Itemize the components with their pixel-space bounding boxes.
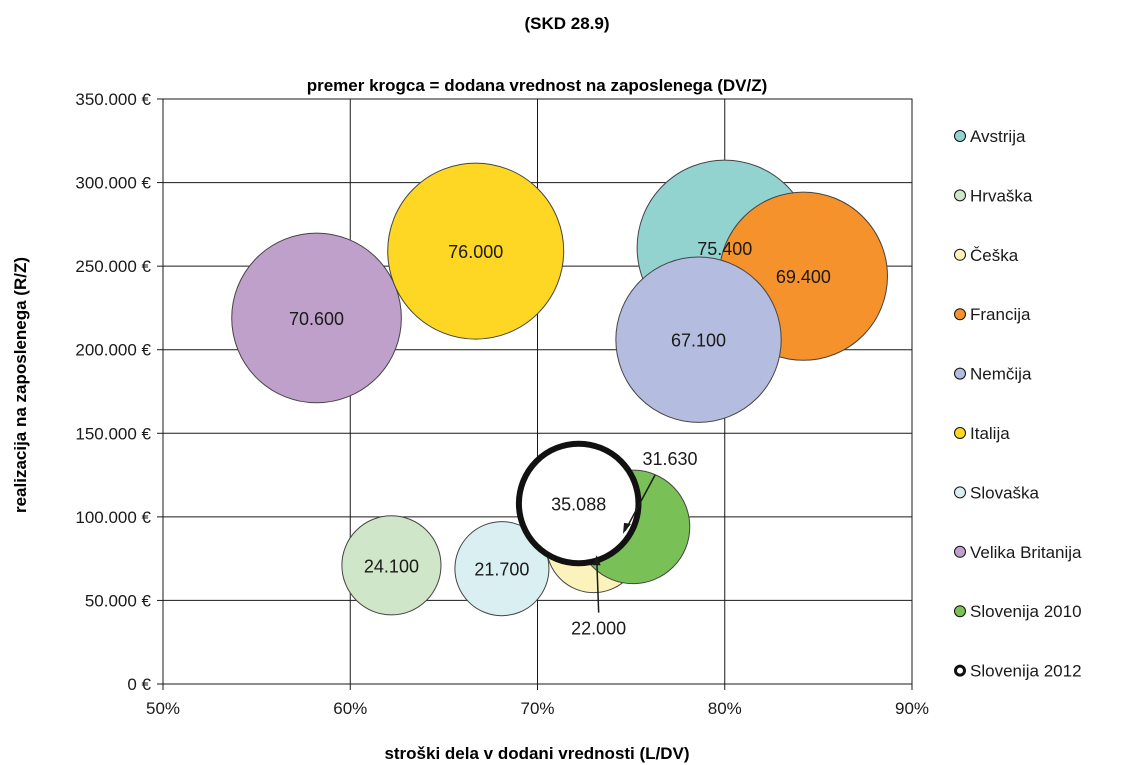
legend-marker <box>954 367 966 380</box>
legend-item-velika-britanija: Velika Britanija <box>954 543 1082 562</box>
legend-marker <box>954 545 966 558</box>
label-pointer-arrow <box>592 555 601 566</box>
y-tick-label: 100.000 € <box>75 508 151 527</box>
x-axis-label: stroški dela v dodani vrednosti (L/DV) <box>384 744 689 763</box>
bubble-slovaska <box>454 521 550 617</box>
legend-item-avstrija: Avstrija <box>954 127 1026 146</box>
bubble-italija <box>387 162 565 340</box>
label-pointer <box>624 474 656 532</box>
legend-label: Avstrija <box>970 127 1026 146</box>
data-label-italija: 76.000 <box>448 242 503 262</box>
bubbles <box>231 159 888 617</box>
data-label-ceska: 22.000 <box>571 619 626 639</box>
bubble-hrvaska <box>341 515 442 616</box>
bubble-slovenija-2012 <box>515 440 642 567</box>
legend-marker <box>954 248 966 261</box>
bubble-nemcija <box>615 256 782 423</box>
y-tick-label: 300.000 € <box>75 174 151 193</box>
legend-label: Hrvaška <box>970 186 1033 205</box>
legend-item-hrvaska: Hrvaška <box>954 186 1033 205</box>
x-tick-label: 50% <box>146 699 180 718</box>
legend-item-nemcija: Nemčija <box>954 365 1032 384</box>
y-axis-label: realizacija na zaposlenega (R/Z) <box>11 257 30 513</box>
legend-label: Slovenija 2012 <box>970 662 1082 681</box>
x-tick-label: 60% <box>333 699 367 718</box>
axis-ticks: 50% 60% 70% 80% 90% 0 € 50.000 € 100.000 € 150.0… <box>75 90 929 718</box>
legend-item-slovenija-2012: Slovenija 2012 <box>954 662 1082 681</box>
data-label-slovaska: 21.700 <box>474 560 529 580</box>
legend-marker <box>954 308 966 321</box>
legend-label: Slovenija 2010 <box>970 602 1082 621</box>
legend-item-ceska: Češka <box>954 246 1019 265</box>
legend-item-italija: Italija <box>954 424 1010 443</box>
legend-marker <box>954 189 966 202</box>
data-label-francija: 69.400 <box>776 267 831 287</box>
y-tick-label: 250.000 € <box>75 257 151 276</box>
legend-marker <box>954 664 966 677</box>
chart-heading: (SKD 28.9) <box>524 14 609 33</box>
y-tick-label: 50.000 € <box>85 591 152 610</box>
legend-label: Italija <box>970 424 1010 443</box>
data-label-velika-britanija: 70.600 <box>289 309 344 329</box>
x-tick-label: 70% <box>520 699 554 718</box>
chart-title: premer krogca = dodana vrednost na zapos… <box>307 76 768 95</box>
legend-label: Češka <box>970 246 1019 265</box>
legend-marker <box>954 605 966 618</box>
legend-item-slovaska: Slovaška <box>954 483 1040 502</box>
data-label-nemcija: 67.100 <box>671 331 726 351</box>
label-pointer-arrow <box>622 522 631 534</box>
y-tick-label: 200.000 € <box>75 341 151 360</box>
y-tick-label: 350.000 € <box>75 90 151 109</box>
x-tick-label: 90% <box>895 699 929 718</box>
bubble-velika-britanija <box>231 232 402 404</box>
legend-marker <box>954 130 966 142</box>
legend-item-francija: Francija <box>954 305 1031 324</box>
bubble-labels: 70.600 76.000 24.100 21.700 75.400 69.400 67.1… <box>289 239 831 639</box>
legend-label: Francija <box>970 305 1031 324</box>
data-label-slovenija-2012: 35.088 <box>551 494 606 514</box>
y-tick-label: 0 € <box>127 675 151 694</box>
label-pointer <box>595 557 600 613</box>
legend: Avstrija Hrvaška Češka Francija Nemčija Itali… <box>954 127 1082 681</box>
data-label-slovenija-2010: 31.630 <box>642 449 697 469</box>
legend-marker <box>954 486 966 499</box>
legend-marker <box>954 427 966 439</box>
y-tick-label: 150.000 € <box>75 424 151 443</box>
plot-area-frame <box>162 98 913 685</box>
legend-item-slovenija-2010: Slovenija 2010 <box>954 602 1082 621</box>
legend-label: Velika Britanija <box>970 543 1082 562</box>
legend-label: Nemčija <box>970 365 1032 384</box>
data-label-hrvaska: 24.100 <box>364 556 419 576</box>
x-tick-label: 80% <box>708 699 742 718</box>
data-label-avstrija: 75.400 <box>697 239 752 259</box>
legend-label: Slovaška <box>970 483 1040 502</box>
